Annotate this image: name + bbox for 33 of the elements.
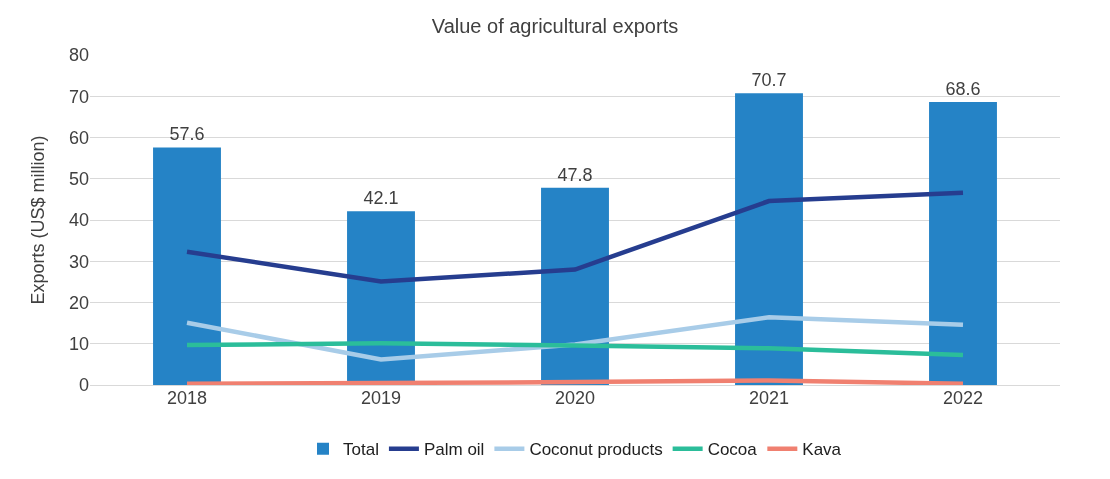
x-tick-label: 2019	[360, 388, 402, 408]
legend-label: Total	[343, 440, 379, 460]
data-label: 47.8	[557, 164, 593, 185]
line-series	[184, 341, 966, 358]
legend-label: Palm oil	[423, 440, 485, 460]
y-tick-label: 60	[68, 127, 89, 148]
y-tick-label: 70	[68, 86, 89, 107]
line-series	[184, 315, 966, 362]
legend-label: Cocoa	[707, 440, 758, 460]
data-label: 68.6	[945, 79, 981, 100]
y-axis-title: Exports (US$ million)	[28, 135, 48, 305]
x-tick-label: 2018	[166, 388, 208, 408]
y-tick-label: 50	[68, 169, 89, 190]
x-tick-label: 2020	[554, 388, 596, 408]
line-series	[184, 190, 966, 284]
legend-label: Coconut products	[529, 440, 663, 460]
x-tick-label: 2021	[748, 388, 790, 408]
y-tick-label: 10	[68, 334, 89, 355]
data-label: 57.6	[169, 124, 205, 145]
legend-label: Kava	[802, 440, 842, 460]
bar	[541, 187, 609, 385]
data-label: 42.1	[363, 188, 399, 209]
bar	[735, 93, 803, 385]
y-tick-label: 40	[68, 210, 89, 231]
bar	[153, 147, 221, 385]
y-tick-label: 0	[78, 375, 89, 396]
x-tick-label: 2022	[942, 388, 984, 408]
y-tick-label: 30	[68, 251, 89, 272]
bar	[929, 102, 997, 385]
chart-title: Value of agricultural exports	[431, 15, 679, 38]
y-tick-label: 20	[68, 292, 89, 313]
y-tick-label: 80	[68, 45, 89, 66]
data-label: 70.7	[751, 70, 787, 91]
